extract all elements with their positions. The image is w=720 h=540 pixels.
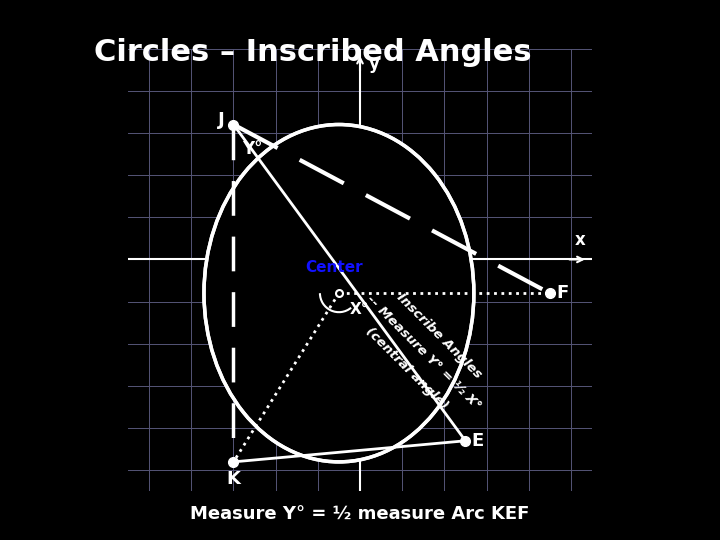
Text: x: x [575,231,585,249]
Text: Circles – Inscribed Angles: Circles – Inscribed Angles [94,38,531,67]
Text: y: y [369,55,379,73]
Text: Inscribe Angles
-- Measure Y° = ½ X°
(central angle): Inscribe Angles -- Measure Y° = ½ X° (ce… [347,276,499,428]
Text: E: E [472,432,484,450]
Text: X°: X° [349,302,369,318]
Text: K: K [227,470,240,488]
Ellipse shape [204,125,474,462]
Text: Center: Center [305,260,363,275]
Text: Y°: Y° [242,140,262,158]
Text: Measure Y° = ½ measure Arc KEF: Measure Y° = ½ measure Arc KEF [190,506,530,524]
Text: J: J [218,111,225,129]
Text: F: F [556,284,568,302]
